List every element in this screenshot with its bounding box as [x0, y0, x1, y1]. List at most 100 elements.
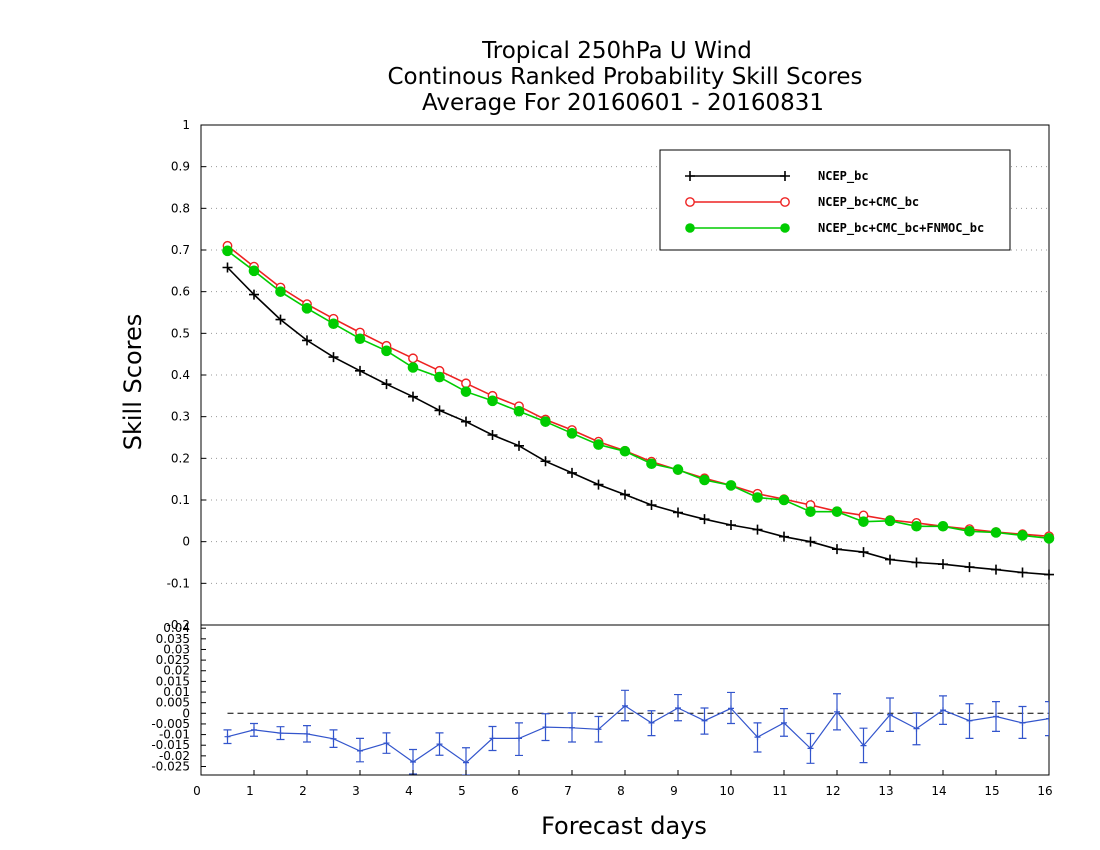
data-point	[355, 365, 365, 376]
data-point	[277, 730, 284, 737]
x-tick-label: 0	[193, 784, 201, 798]
data-point	[858, 547, 869, 558]
x-tick-label: 8	[617, 784, 625, 798]
data-point	[648, 719, 655, 726]
legend-item: NCEP_bc+CMC_bc	[685, 195, 919, 210]
data-point	[726, 520, 736, 530]
y-tick-label: 0.5	[171, 326, 190, 340]
data-point	[940, 707, 946, 714]
data-point	[542, 724, 549, 731]
data-point	[1017, 567, 1028, 578]
data-point	[514, 440, 524, 451]
data-point	[966, 717, 973, 724]
data-point	[302, 335, 312, 346]
top-boundary-tick-label: -0.2	[167, 618, 190, 632]
data-point	[569, 724, 575, 731]
data-point	[381, 345, 392, 357]
x-tick-label: 14	[931, 784, 946, 798]
y-tick-label: 0.8	[171, 201, 190, 215]
y-tick-label: 0.025	[156, 653, 190, 667]
series-ncep-bc-cmc-bc-fnmoc-bc	[222, 245, 1055, 544]
data-point	[728, 705, 734, 712]
data-point	[275, 314, 286, 325]
y-tick-label: -0.02	[159, 749, 190, 763]
data-point	[646, 458, 657, 470]
data-point	[622, 702, 628, 709]
y-tick-label: -0.025	[151, 759, 190, 773]
data-point	[646, 500, 657, 510]
legend-marker	[780, 223, 790, 233]
data-point	[672, 464, 684, 475]
data-point	[860, 742, 867, 749]
error-bar	[1045, 700, 1049, 737]
y-tick-label: 0.035	[156, 632, 190, 646]
data-point	[408, 391, 418, 402]
data-point	[675, 704, 681, 711]
data-point	[513, 405, 525, 417]
y-tick-label: 0.01	[163, 685, 190, 699]
legend-marker	[685, 197, 695, 207]
data-point	[540, 416, 551, 427]
data-point	[781, 719, 787, 726]
legend-label: NCEP_bc+CMC_bc+FNMOC_bc	[818, 221, 984, 236]
y-tick-label: 0.1	[171, 493, 190, 507]
legend-item: NCEP_bc+CMC_bc+FNMOC_bc	[685, 221, 984, 236]
data-point	[224, 733, 231, 740]
data-point	[1017, 530, 1028, 541]
data-point	[595, 726, 602, 733]
data-point	[1044, 569, 1054, 580]
data-point	[357, 747, 363, 754]
data-point	[887, 711, 893, 718]
series-line	[227, 705, 1049, 764]
title-line-2: Continous Ranked Probability Skill Score…	[387, 64, 862, 90]
x-tick-label: 5	[458, 784, 466, 798]
data-point	[249, 289, 259, 300]
data-point	[567, 467, 577, 478]
data-point	[434, 405, 445, 416]
data-point	[1043, 533, 1055, 544]
data-point	[410, 759, 416, 766]
data-point	[248, 265, 260, 277]
y-axis-title: Skill Scores	[119, 314, 147, 451]
data-point	[489, 735, 496, 742]
y-tick-label: 1	[182, 118, 190, 132]
data-point	[328, 318, 339, 330]
x-tick-label: 4	[405, 784, 413, 798]
data-point	[487, 395, 498, 407]
data-point	[619, 445, 631, 457]
data-point	[993, 713, 999, 720]
data-point	[964, 562, 975, 573]
series-line	[226, 266, 1050, 576]
data-point	[701, 717, 708, 724]
data-point	[938, 559, 948, 570]
y-tick-label: 0.015	[156, 674, 190, 688]
data-point	[752, 524, 763, 535]
data-point	[805, 536, 816, 547]
x-tick-label: 3	[352, 784, 360, 798]
legend-label: NCEP_bc	[818, 169, 869, 184]
data-point	[699, 474, 710, 486]
x-tick-label: 13	[878, 784, 893, 798]
x-tick-label: 1	[246, 784, 254, 798]
series-line	[227, 245, 1050, 538]
data-point	[460, 386, 472, 397]
y-tick-label: 0.02	[163, 664, 190, 678]
x-tick-label: 10	[719, 784, 734, 798]
legend-marker	[685, 171, 695, 181]
title-line-3: Average For 20160601 - 20160831	[422, 90, 824, 116]
data-point	[434, 371, 445, 383]
data-point	[805, 506, 816, 517]
legend-marker	[685, 223, 695, 233]
y-tick-label: -0.005	[151, 717, 190, 731]
data-point	[778, 494, 790, 506]
data-point	[673, 507, 683, 518]
data-point	[251, 726, 257, 733]
data-point	[593, 439, 604, 450]
data-point	[354, 333, 366, 345]
data-point	[328, 352, 339, 363]
x-tick-label: 11	[772, 784, 787, 798]
y-tick-label: 0.3	[171, 410, 190, 424]
y-tick-label: 0.03	[163, 642, 190, 656]
data-point	[1046, 715, 1049, 722]
